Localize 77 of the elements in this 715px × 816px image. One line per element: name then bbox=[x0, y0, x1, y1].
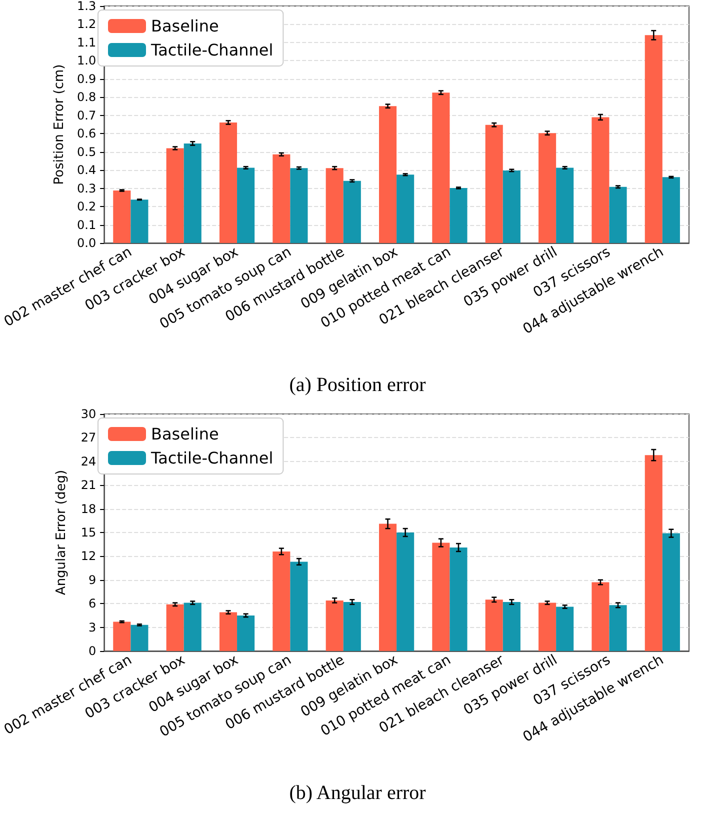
bar bbox=[662, 533, 680, 651]
bar bbox=[237, 615, 255, 651]
y-tick-label: 1.3 bbox=[77, 0, 96, 13]
bar bbox=[592, 582, 610, 651]
bar bbox=[450, 548, 468, 651]
bar bbox=[166, 604, 184, 651]
y-tick-label: 0.1 bbox=[77, 218, 96, 232]
y-tick-label: 21 bbox=[80, 478, 96, 492]
bar bbox=[130, 624, 148, 651]
bar bbox=[113, 190, 131, 243]
bar bbox=[379, 524, 397, 651]
y-tick-label: 0.4 bbox=[77, 163, 96, 178]
bar bbox=[326, 168, 344, 243]
legend-label: Baseline bbox=[151, 16, 219, 36]
legend-label: Baseline bbox=[151, 424, 219, 444]
bar bbox=[432, 542, 450, 651]
bar bbox=[290, 562, 308, 651]
bar bbox=[609, 605, 627, 651]
y-tick-label: 24 bbox=[80, 454, 96, 468]
bar bbox=[592, 117, 610, 243]
bar bbox=[343, 180, 361, 243]
bar bbox=[272, 154, 290, 243]
y-tick-label: 15 bbox=[80, 526, 96, 540]
legend-label: Tactile-Channel bbox=[150, 448, 274, 468]
bar bbox=[662, 177, 680, 243]
y-tick-label: 0.7 bbox=[77, 108, 96, 122]
y-tick-label: 0.5 bbox=[77, 144, 96, 159]
bar bbox=[113, 622, 131, 651]
bar bbox=[184, 602, 202, 651]
bar bbox=[237, 168, 255, 243]
y-axis-title: Position Error (cm) bbox=[52, 64, 68, 185]
bar bbox=[502, 602, 520, 651]
bar bbox=[432, 92, 450, 243]
bar bbox=[502, 170, 520, 243]
bar bbox=[219, 612, 238, 651]
y-tick-label: 1.2 bbox=[77, 17, 96, 32]
y-tick-label: 1.0 bbox=[77, 54, 96, 68]
bar bbox=[272, 551, 290, 651]
y-tick-label: 0.6 bbox=[77, 126, 96, 141]
bar bbox=[485, 600, 503, 651]
y-tick-label: 0.3 bbox=[77, 181, 96, 196]
text: (a) Position error bbox=[289, 374, 426, 396]
y-tick-label: 0.0 bbox=[77, 236, 96, 250]
bar bbox=[343, 602, 361, 651]
y-tick-label: 12 bbox=[80, 549, 96, 564]
bar bbox=[556, 606, 574, 651]
bar bbox=[396, 174, 414, 243]
bar bbox=[219, 122, 238, 243]
y-tick-label: 18 bbox=[80, 502, 96, 516]
bar bbox=[644, 455, 662, 651]
bar bbox=[166, 148, 184, 243]
bar bbox=[379, 106, 397, 243]
bar bbox=[609, 186, 627, 243]
bar bbox=[556, 168, 574, 243]
y-tick-label: 3 bbox=[88, 620, 96, 634]
bar bbox=[184, 143, 202, 243]
y-tick-label: 0.9 bbox=[77, 72, 96, 86]
bar bbox=[538, 602, 556, 651]
y-tick-label: 9 bbox=[88, 572, 96, 587]
bar bbox=[396, 532, 414, 651]
text: (b) Angular error bbox=[289, 782, 426, 804]
y-tick-label: 30 bbox=[80, 407, 96, 421]
y-tick-label: 1.1 bbox=[77, 35, 96, 50]
y-tick-label: 0 bbox=[88, 644, 96, 658]
legend-label: Tactile-Channel bbox=[150, 40, 274, 60]
bar bbox=[326, 600, 344, 651]
bar bbox=[130, 200, 148, 243]
bar bbox=[485, 124, 503, 243]
y-tick-label: 0.8 bbox=[77, 90, 96, 104]
bar bbox=[644, 35, 662, 243]
y-tick-label: 27 bbox=[80, 430, 96, 445]
y-tick-label: 6 bbox=[88, 596, 96, 611]
bar bbox=[450, 188, 468, 243]
y-tick-label: 0.2 bbox=[77, 200, 96, 214]
bar bbox=[538, 133, 556, 243]
y-axis-title: Angular Error (deg) bbox=[54, 470, 70, 596]
bar bbox=[290, 168, 308, 243]
